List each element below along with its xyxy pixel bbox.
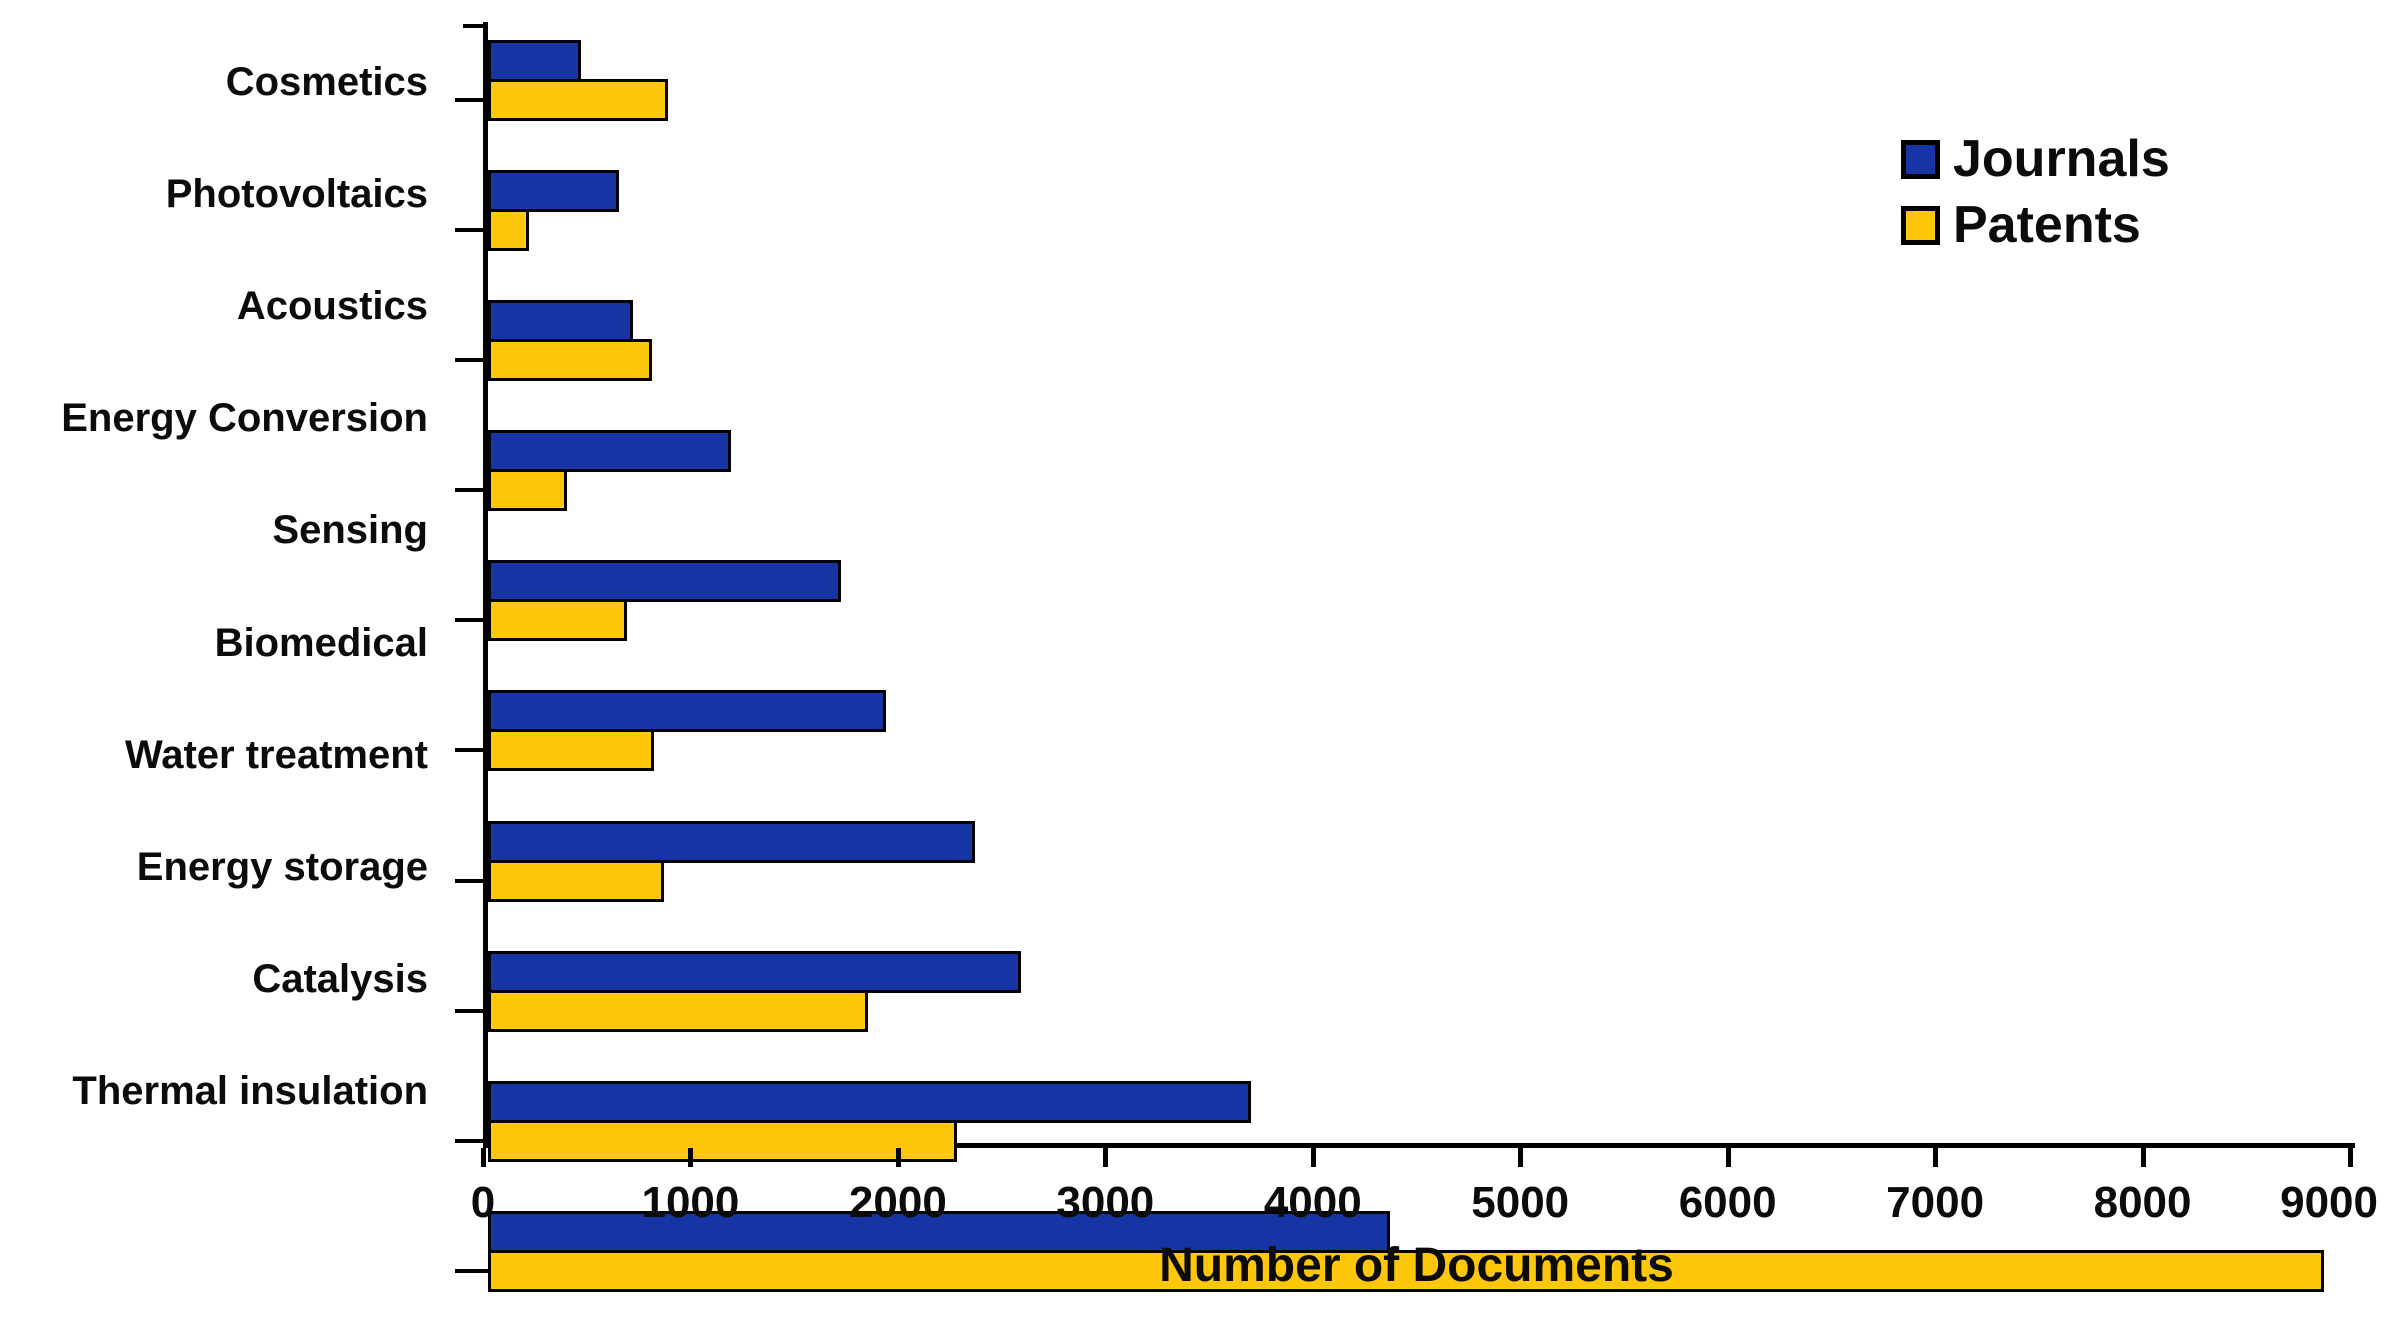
bar-rows [455,22,2355,1292]
journals-bar-biomedical [488,690,887,733]
patents-bar-photovoltaics [488,209,530,252]
category-row [455,300,2355,412]
category-row [455,1080,2355,1193]
legend-label-patents: Patents [1953,196,2141,254]
x-axis-tick [1725,1148,1731,1167]
x-axis-tick-label: 2000 [848,1178,947,1227]
y-axis-tick [455,878,488,883]
journals-bar-energy-conversion [488,430,731,473]
patents-bar-energy-storage [488,989,868,1032]
category-label: Water treatment [124,732,428,777]
category-label: Biomedical [214,620,428,665]
category-row [455,820,2355,933]
patents-bar-energy-conversion [488,469,567,512]
y-axis-tick [455,1008,488,1013]
category-label: Energy storage [136,844,428,889]
y-axis-tick [455,1138,488,1143]
patents-swatch-icon [1901,205,1940,245]
legend: Journals Patents [1901,126,2170,258]
x-axis-tick [2348,1148,2353,1167]
x-axis-tick-label: 9000 [2280,1178,2378,1227]
y-axis-tick [455,748,488,753]
x-axis-tick-label: 3000 [1056,1178,1155,1227]
category-row [455,40,2355,152]
patents-bar-biomedical [488,729,654,772]
patents-bar-thermal-insulation [488,1249,2324,1292]
x-axis-tick-label: 7000 [1886,1178,1985,1227]
x-axis-tick [481,1148,486,1167]
patents-bar-catalysis [488,1119,957,1162]
journals-swatch-icon [1901,139,1940,179]
y-axis-tick [455,358,488,363]
x-axis-tick-label: 0 [470,1178,496,1227]
patents-bar-water-treatment [488,859,665,902]
category-label: Thermal insulation [72,1068,428,1113]
category-row [455,950,2355,1063]
y-axis-labels: Cosmetics Photovoltaics Acoustics Energy Co… [0,0,455,1307]
journals-bar-water-treatment [488,820,976,863]
x-axis-tick-label: 1000 [641,1178,740,1227]
patents-bar-cosmetics [488,79,669,121]
y-axis-top-tick [463,24,488,28]
category-row [455,560,2355,672]
category-row [455,690,2355,802]
category-row [455,430,2355,542]
x-axis-tick-label: 8000 [2093,1178,2192,1227]
x-axis-tick [895,1148,901,1167]
y-axis-tick [455,1268,488,1273]
legend-item-patents: Patents [1901,192,2170,258]
y-axis-tick [455,618,488,623]
x-axis-title: Number of Documents [1159,1239,1674,1292]
y-axis-tick [455,488,488,493]
category-row [455,170,2355,282]
legend-label-journals: Journals [1953,130,2170,188]
category-label: Photovoltaics [165,172,428,217]
x-axis-tick-label: 5000 [1471,1178,1570,1227]
x-axis-tick [1933,1148,1939,1167]
y-axis-tick [455,228,488,233]
journals-bar-cosmetics [488,40,582,82]
x-axis-tick [688,1148,694,1167]
x-axis-tick [1310,1148,1316,1167]
journals-bar-acoustics [488,300,634,343]
journals-bar-sensing [488,560,841,603]
plot-area [455,22,2355,1292]
legend-item-journals: Journals [1901,126,2170,192]
journals-bar-photovoltaics [488,170,619,213]
category-label: Acoustics [236,284,428,329]
x-axis-tick-label: 4000 [1263,1178,1362,1227]
x-axis-tick [2140,1148,2146,1167]
patents-bar-acoustics [488,339,652,382]
x-axis-tick-label: 6000 [1678,1178,1777,1227]
category-row [455,1210,2355,1323]
category-label: Catalysis [252,956,428,1001]
x-axis-tick [1103,1148,1109,1167]
category-label: Sensing [272,508,428,553]
category-label: Energy Conversion [61,396,428,441]
y-axis-tick [455,98,488,102]
category-label: Cosmetics [225,60,428,104]
patents-bar-sensing [488,599,627,642]
x-axis-tick [1518,1148,1524,1167]
